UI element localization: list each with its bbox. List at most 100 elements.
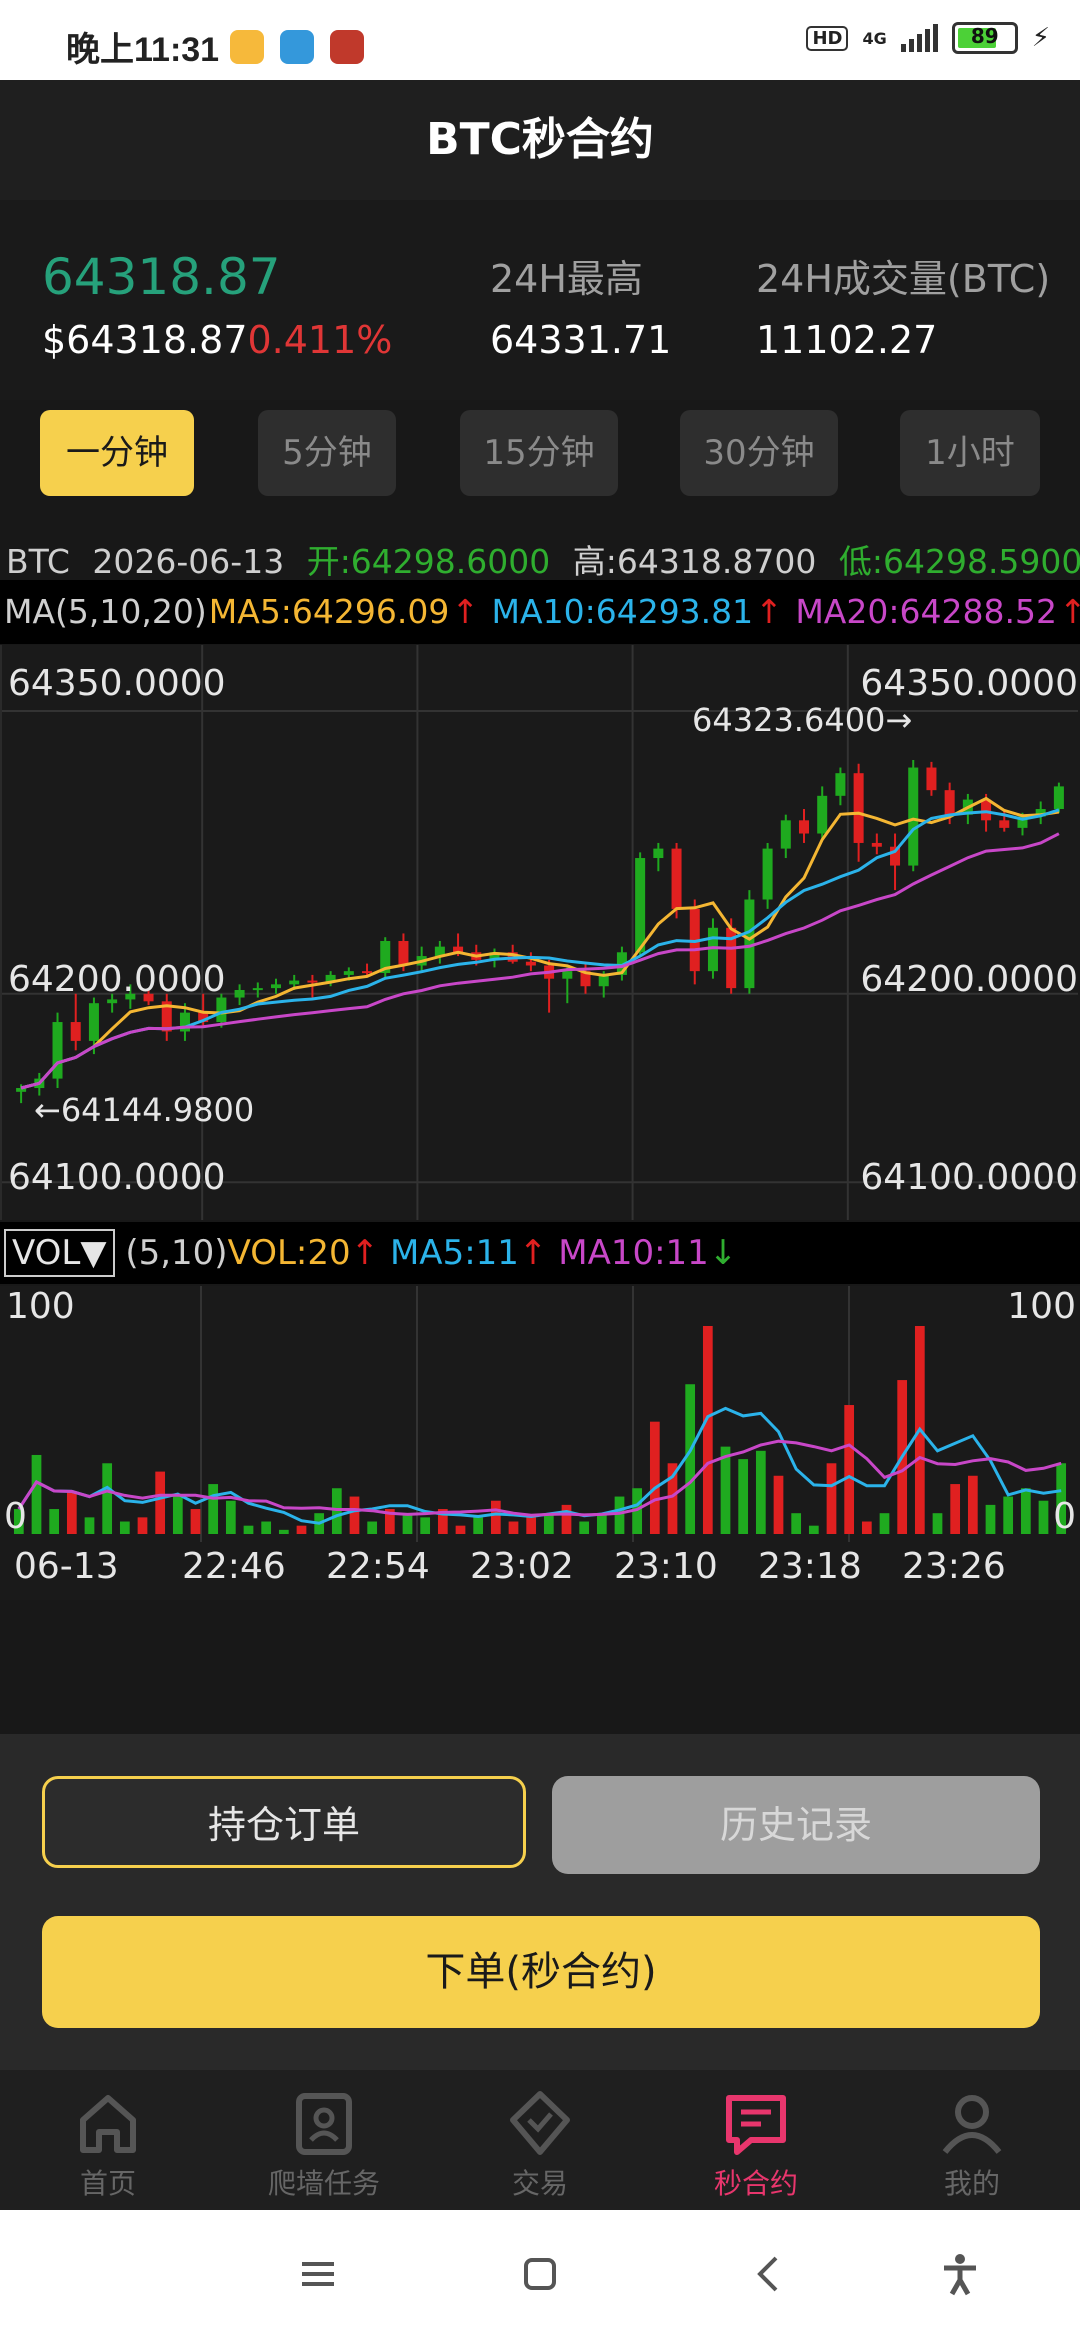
volume-bar [31,1454,42,1534]
nav-trade[interactable]: 交易 [432,2070,648,2210]
candle-body [908,767,919,866]
nav-contract[interactable]: 秒合约 [648,2070,864,2210]
volume-bar [172,1496,183,1534]
candle-body [598,974,609,987]
volume-bar [490,1500,501,1534]
place-order-button[interactable]: 下单(秒合约) [42,1916,1040,2028]
x-tick: 22:54 [326,1546,430,1587]
history-button[interactable]: 历史记录 [552,1776,1040,1874]
x-tick: 22:46 [182,1546,286,1587]
trade-icon [510,2091,570,2155]
volume-bar [755,1450,766,1534]
candle-body [52,1022,63,1079]
tab-15min[interactable]: 15分钟 [460,410,618,496]
volume-bar [985,1504,996,1534]
volume-bar [437,1509,448,1534]
vol-selector[interactable]: VOL▼ [4,1229,115,1277]
candle-body [380,940,391,974]
nav-profile[interactable]: 我的 [864,2070,1080,2210]
volume-legend: VOL▼ (5,10)VOL:20↑ MA5:11↑ MA10:11↓ [0,1222,1080,1284]
candle-body [999,820,1010,828]
volume-bar [1020,1488,1031,1534]
ma20-line [20,832,1060,1090]
volume-bar [296,1525,307,1534]
vol-value: VOL:20 [227,1233,351,1273]
status-time: 晚上11:31 [66,31,220,69]
candle-body [580,971,591,987]
candle-body [362,971,373,974]
candle-body [981,799,992,821]
volume-bar [932,1513,943,1534]
candle-body [817,795,828,834]
candle-body [635,858,646,953]
ohlc-high: 高:64318.8700 [572,542,817,581]
y-tick-right-top: 64350.0000 [860,663,1078,704]
ma5-line [20,796,1060,1090]
nav-tasks-label: 爬墙任务 [267,2167,380,2200]
volume-bar [543,1513,554,1534]
volume-bar [861,1521,872,1534]
ma10-value: MA10:64293.81 [491,592,754,631]
volume-bar [225,1500,236,1534]
vol-tick-left-bottom: 0 [4,1496,27,1537]
volume-bar [261,1521,272,1534]
candle-body [489,952,500,960]
volume-bar [1003,1496,1014,1534]
volume-bar [384,1509,395,1534]
tab-5min[interactable]: 5分钟 [258,410,396,496]
volume-bar [791,1513,802,1534]
ma5-value: MA5:64296.09 [208,592,450,631]
volume-bar [349,1496,360,1534]
nav-home-label: 首页 [79,2167,136,2200]
home-square-icon[interactable] [518,2252,562,2296]
battery-icon: 89 [951,22,1018,54]
ma-legend: MA(5,10,20)MA5:64296.09↑ MA10:64293.81↑ … [0,580,1080,644]
volume-bar [66,1492,77,1534]
x-tick: 23:02 [470,1546,574,1587]
menu-icon[interactable] [296,2252,340,2296]
browser-app-icon [280,30,314,64]
volume-bar [1056,1463,1067,1534]
candle-body [270,984,282,989]
accessibility-icon[interactable] [938,2252,982,2296]
nav-tasks[interactable]: 爬墙任务 [216,2070,432,2210]
action-panel: 持仓订单 历史记录 下单(秒合约) [0,1734,1080,2070]
hold-orders-button[interactable]: 持仓订单 [42,1776,526,1868]
ma20-arrow-icon: ↑ [1058,592,1080,631]
volume-bar [420,1517,431,1534]
volume-bar [826,1463,837,1534]
tab-1hour[interactable]: 1小时 [900,410,1040,496]
volume-chart[interactable]: 100 100 0 0 [0,1286,1080,1542]
usd-price: $64318.87 [42,318,248,362]
charging-icon: ⚡ [1031,23,1050,53]
vol-tick-left-top: 100 [6,1286,75,1327]
candle-body [707,927,718,972]
candle-body [798,820,810,834]
volume-bar [579,1521,590,1534]
ma20-value: MA20:64288.52 [795,592,1057,631]
volume-bar [808,1525,819,1534]
volume-bar [13,1509,24,1534]
high-value: 64331.71 [490,318,672,362]
time-axis: 06-13 22:46 22:54 23:02 23:10 23:18 23:2… [0,1542,1080,1600]
tab-30min[interactable]: 30分钟 [680,410,838,496]
tab-1min[interactable]: 一分钟 [40,410,194,496]
nav-home[interactable]: 首页 [0,2070,216,2210]
candlestick-chart[interactable]: 64350.0000 64350.0000 64200.0000 64200.0… [0,645,1080,1220]
volume-svg [13,1286,1067,1542]
candle-body [616,952,627,975]
candle-body [16,1088,27,1092]
y-tick-left-top: 64350.0000 [8,663,226,704]
vol-ma5-arrow-icon: ↑ [518,1233,548,1273]
x-tick: 06-13 [14,1546,119,1587]
back-icon[interactable] [748,2252,792,2296]
volume-bar [455,1525,466,1534]
candle-body [161,1001,172,1032]
price-stats: 64318.87 $64318.870.411% 24H最高 64331.71 … [0,200,1080,400]
nav-contract-label: 秒合约 [713,2167,798,2200]
candle-body [398,940,409,966]
nav-profile-label: 我的 [943,2167,1000,2200]
status-indicators: HD 4G 89 ⚡ [806,22,1050,54]
candle-body [853,773,864,843]
current-price: 64318.87 [42,248,281,306]
